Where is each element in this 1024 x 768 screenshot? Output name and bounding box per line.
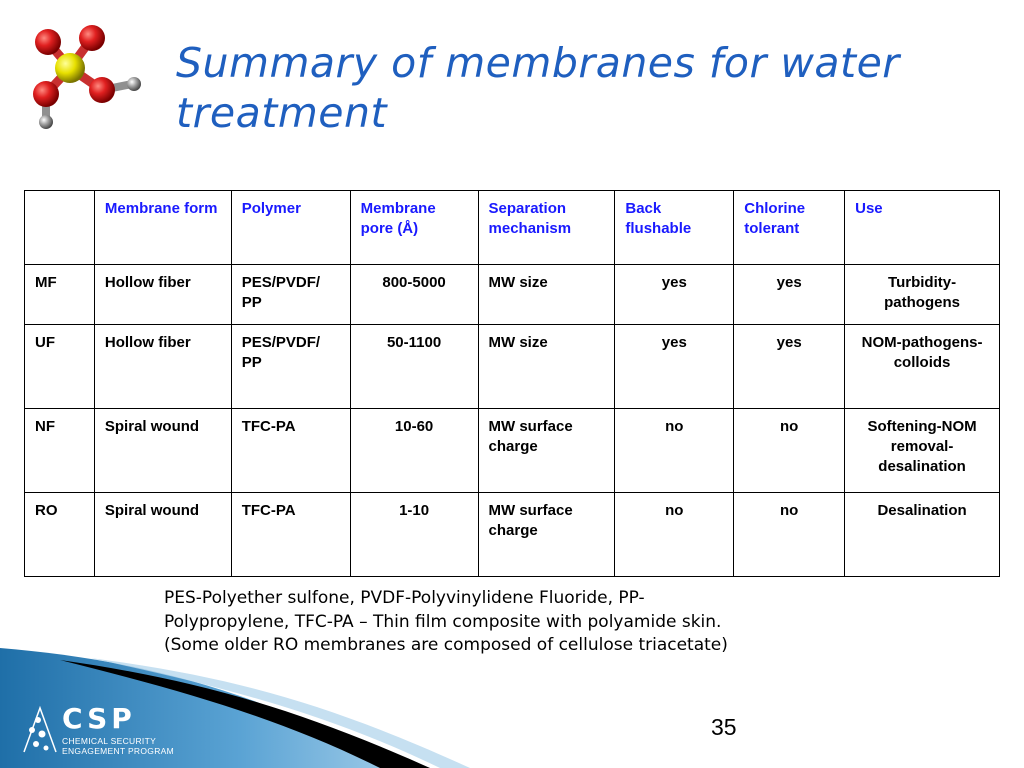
table-cell-polymer: TFC-PA: [230, 492, 351, 577]
table-cell-form: Hollow fiber: [93, 264, 232, 325]
table-cell-polymer: PES/PVDF/ PP: [230, 264, 351, 325]
table-cell-mechanism: MW surface charge: [477, 492, 616, 577]
header-membrane-pore: Membrane pore (Å): [349, 190, 479, 265]
header-separation-mechanism: Separation mechanism: [477, 190, 616, 265]
table-cell-form: Spiral wound: [93, 408, 232, 493]
bottom-swoosh-decoration: [0, 648, 470, 768]
molecule-icon: [33, 25, 141, 129]
table-cell-use: Turbidity-pathogens: [844, 264, 1000, 325]
table-cell-type: NF: [24, 408, 95, 493]
table-cell-mechanism: MW size: [477, 324, 616, 409]
csp-mark-icon: [23, 705, 57, 753]
table-cell-back-flushable: no: [614, 408, 735, 493]
table-cell-chlorine-tolerant: no: [733, 492, 846, 577]
table-cell-type: MF: [24, 264, 95, 325]
header-back-flushable: Back flushable: [614, 190, 735, 265]
page-title: Summary of membranes for water treatment: [176, 39, 900, 137]
table-row: RO Spiral wound TFC-PA 1-10 MW surface c…: [24, 492, 1000, 577]
csp-subtitle-line: ENGAGEMENT PROGRAM: [62, 746, 174, 756]
header-cell-empty: [24, 190, 95, 265]
table-row: NF Spiral wound TFC-PA 10-60 MW surface …: [24, 408, 1000, 493]
table-cell-chlorine-tolerant: no: [733, 408, 846, 493]
abbreviation-footnote: PES-Polyether sulfone, PVDF-Polyvinylide…: [164, 587, 864, 658]
table-cell-mechanism: MW surface charge: [477, 408, 616, 493]
table-cell-polymer: PES/PVDF/ PP: [230, 324, 351, 409]
table-cell-type: RO: [24, 492, 95, 577]
table-cell-back-flushable: yes: [614, 324, 735, 409]
header-chlorine-tolerant: Chlorine tolerant: [733, 190, 846, 265]
table-cell-back-flushable: no: [614, 492, 735, 577]
header-use: Use: [844, 190, 1000, 265]
table-cell-pore: 10-60: [349, 408, 479, 493]
header-polymer: Polymer: [230, 190, 351, 265]
table-cell-form: Spiral wound: [93, 492, 232, 577]
table-cell-pore: 50-1100: [349, 324, 479, 409]
header-membrane-form: Membrane form: [93, 190, 232, 265]
csp-logo-subtitle: CHEMICAL SECURITY ENGAGEMENT PROGRAM: [62, 736, 174, 756]
table-cell-pore: 800-5000: [349, 264, 479, 325]
table-header-row: Membrane form Polymer Membrane pore (Å) …: [24, 190, 1000, 265]
table-cell-form: Hollow fiber: [93, 324, 232, 409]
table-cell-chlorine-tolerant: yes: [733, 264, 846, 325]
csp-subtitle-line: CHEMICAL SECURITY: [62, 736, 157, 746]
table-cell-back-flushable: yes: [614, 264, 735, 325]
table-row: UF Hollow fiber PES/PVDF/ PP 50-1100 MW …: [24, 324, 1000, 409]
table-row: MF Hollow fiber PES/PVDF/ PP 800-5000 MW…: [24, 264, 1000, 325]
table-cell-use: NOM-pathogens-colloids: [844, 324, 1000, 409]
table-cell-mechanism: MW size: [477, 264, 616, 325]
table-cell-pore: 1-10: [349, 492, 479, 577]
csp-logo-text: CSP: [62, 702, 136, 735]
table-cell-chlorine-tolerant: yes: [733, 324, 846, 409]
table-cell-use: Softening-NOM removal-desalination: [844, 408, 1000, 493]
table-cell-type: UF: [24, 324, 95, 409]
footnote-line: Polypropylene, TFC-PA – Thin film compos…: [164, 611, 722, 632]
footnote-line: PES-Polyether sulfone, PVDF-Polyvinylide…: [164, 588, 645, 608]
membrane-summary-table: Membrane form Polymer Membrane pore (Å) …: [24, 190, 1000, 577]
table-cell-use: Desalination: [844, 492, 1000, 577]
footnote-line: (Some older RO membranes are composed of…: [164, 635, 728, 655]
table-cell-polymer: TFC-PA: [230, 408, 351, 493]
page-number: 35: [711, 714, 737, 740]
